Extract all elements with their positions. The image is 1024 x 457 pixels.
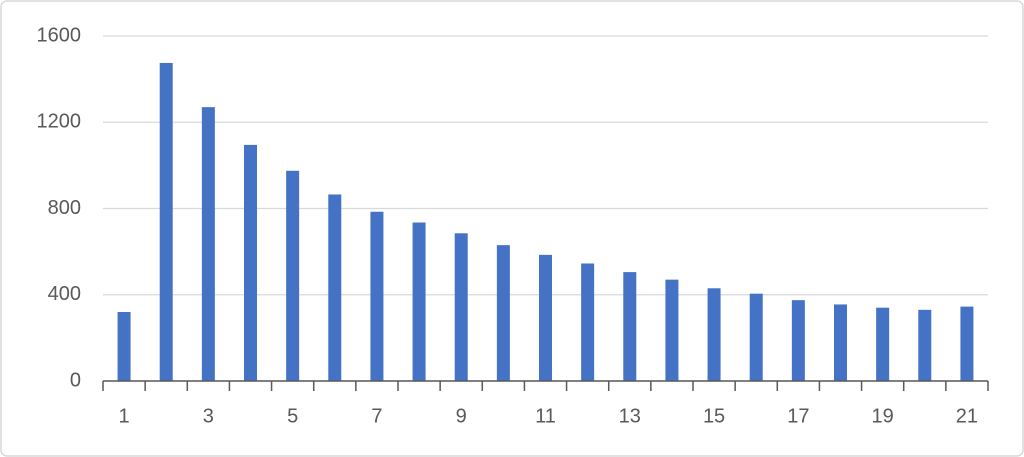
x-tick-label: 21 (956, 405, 978, 427)
x-tick-label: 9 (456, 405, 467, 427)
bar (581, 263, 595, 381)
bar (791, 300, 805, 381)
y-tick-label: 800 (48, 197, 81, 219)
x-tick-label: 13 (619, 405, 641, 427)
bar (454, 233, 468, 381)
x-tick-label: 7 (371, 405, 382, 427)
bar (328, 194, 342, 381)
bar (960, 306, 974, 381)
bar (496, 245, 510, 381)
bar (876, 307, 890, 381)
x-tick-label: 15 (703, 405, 725, 427)
bar (665, 279, 679, 381)
bar (412, 222, 426, 381)
bar (159, 62, 173, 381)
x-tick-label: 19 (872, 405, 894, 427)
x-tick-label: 3 (203, 405, 214, 427)
y-tick-label: 0 (70, 369, 81, 391)
bar (244, 144, 257, 381)
bar (918, 309, 932, 381)
bar (623, 272, 637, 381)
x-tick-label: 17 (787, 405, 809, 427)
y-tick-label: 1600 (37, 24, 82, 46)
bar (749, 293, 763, 381)
bar (834, 304, 847, 381)
y-tick-label: 400 (48, 283, 81, 305)
bar (201, 107, 215, 381)
y-tick-label: 1200 (37, 111, 82, 133)
x-tick-label: 1 (119, 405, 130, 427)
bar (707, 288, 721, 381)
bar (370, 211, 384, 381)
x-tick-label: 5 (287, 405, 298, 427)
bar (539, 254, 552, 381)
bar (286, 170, 300, 381)
bar (117, 312, 131, 381)
x-tick-label: 11 (535, 405, 556, 427)
